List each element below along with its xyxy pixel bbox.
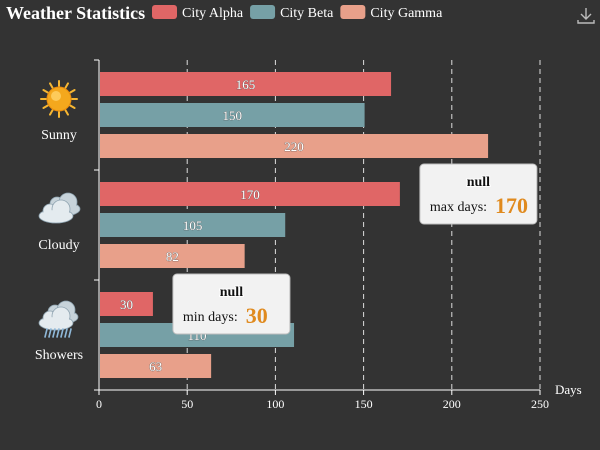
category-label: Showers [35, 348, 83, 363]
bar-city-gamma-sunny[interactable] [100, 134, 489, 158]
x-tick-label: 50 [181, 397, 193, 411]
x-tick-label: 100 [266, 397, 284, 411]
tooltip-label: max days: [430, 200, 487, 215]
bar-city-gamma-showers[interactable] [100, 354, 212, 378]
bar-value-label: 220 [284, 139, 304, 154]
x-tick-label: 150 [355, 397, 373, 411]
category-showers: Showers [35, 300, 83, 363]
sun-icon [40, 80, 78, 118]
legend-label: City Alpha [182, 6, 244, 21]
x-tick-label: 0 [96, 397, 102, 411]
legend-item-city-alpha[interactable]: City Alpha [152, 5, 244, 21]
legend-label: City Beta [280, 6, 334, 21]
bar-city-alpha-showers[interactable] [100, 292, 153, 316]
legend-swatch [250, 5, 276, 19]
bar-value-label: 82 [166, 249, 179, 264]
tooltips: null max days: 170 null min days: 30 [172, 163, 538, 335]
bar-value-label: 30 [120, 297, 133, 312]
category-labels: Sunny Cloudy Showers [35, 80, 83, 363]
category-axis-ticks [94, 59, 99, 391]
tooltip-label: min days: [183, 310, 238, 325]
bar-value-label: 105 [183, 218, 203, 233]
bar-city-gamma-cloudy[interactable] [100, 244, 245, 268]
cloud-icon [38, 192, 81, 224]
legend-item-city-gamma[interactable]: City Gamma [340, 5, 443, 21]
bar-value-label: 150 [223, 108, 243, 123]
chart-title: Weather Statistics [6, 3, 145, 23]
category-label: Cloudy [38, 238, 79, 253]
axes [98, 60, 540, 391]
tooltip-box [419, 163, 538, 225]
showers-icon [38, 300, 79, 338]
legend[interactable]: City Alpha City Beta City Gamma [152, 5, 443, 21]
bar-value-label: 165 [236, 77, 256, 92]
bar-city-alpha-cloudy[interactable] [100, 182, 400, 206]
bar-city-beta-cloudy[interactable] [100, 213, 286, 237]
category-cloudy: Cloudy [38, 192, 81, 253]
legend-item-city-beta[interactable]: City Beta [250, 5, 334, 21]
x-tick-label: 200 [443, 397, 461, 411]
tooltip-max-days: null max days: 170 [419, 163, 538, 225]
tooltip-value: 30 [246, 303, 268, 328]
legend-label: City Gamma [370, 6, 443, 21]
tooltip-box [172, 273, 291, 335]
category-label: Sunny [41, 128, 77, 143]
bar-city-alpha-sunny[interactable] [100, 72, 392, 96]
legend-swatch [152, 5, 177, 19]
tooltip-min-days: null min days: 30 [172, 273, 291, 335]
x-axis-name: Days [555, 382, 582, 397]
tooltip-title: null [220, 285, 243, 300]
bar-city-beta-sunny[interactable] [100, 103, 365, 127]
category-sunny: Sunny [40, 80, 78, 143]
bar-value-label: 170 [240, 187, 260, 202]
x-tick-labels: 0 50 100 150 200 250 [96, 390, 549, 411]
x-tick-label: 250 [531, 397, 549, 411]
bar-value-label: 63 [149, 359, 162, 374]
tooltip-title: null [467, 175, 490, 190]
bars[interactable] [100, 72, 489, 378]
legend-swatch [340, 5, 366, 19]
tooltip-value: 170 [495, 193, 528, 218]
download-icon[interactable] [577, 8, 595, 24]
